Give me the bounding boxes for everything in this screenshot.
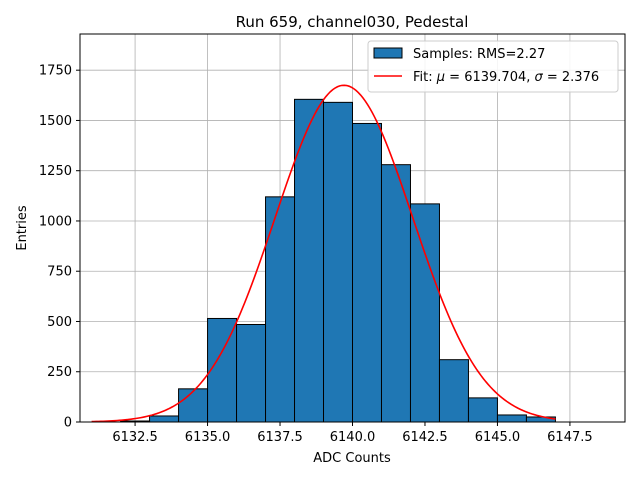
histogram-bar: [496, 414, 527, 423]
y-tick-label: 0: [64, 416, 72, 431]
x-tick-label: 6145.0: [475, 430, 521, 445]
histogram-bar: [467, 397, 498, 423]
x-tick-label: 6147.5: [547, 430, 593, 445]
fit-curve: [91, 84, 556, 423]
y-axis-label: Entries: [15, 205, 30, 251]
y-tick-label: 250: [47, 365, 72, 380]
y-tick-label: 750: [47, 265, 72, 280]
x-tick-label: 6140.0: [330, 430, 376, 445]
chart-title: Run 659, channel030, Pedestal: [236, 13, 469, 31]
x-tick-label: 6135.0: [185, 430, 231, 445]
histogram-bar: [380, 164, 411, 423]
legend-histogram-swatch: [373, 47, 403, 59]
histogram-bar: [323, 101, 354, 423]
histogram-bar: [409, 203, 440, 423]
x-tick-label: 6132.5: [112, 430, 158, 445]
y-tick-label: 500: [47, 315, 72, 330]
histogram-bar: [352, 122, 382, 423]
legend-histogram-label: Samples: RMS=2.27: [413, 47, 545, 62]
y-tick-label: 1750: [39, 64, 72, 79]
x-tick-label: 6142.5: [402, 430, 448, 445]
histogram-bar: [178, 388, 209, 423]
legend-fit-label: Fit: μ = 6139.704, σ = 2.376: [413, 70, 599, 85]
x-axis-label: ADC Counts: [313, 451, 391, 466]
legend: Samples: RMS=2.27 Fit: μ = 6139.704, σ =…: [367, 40, 619, 93]
x-ticks: 6132.5 6135.0 6137.5 6140.0 6142.5 6145.0 6147…: [112, 422, 593, 445]
y-ticks: 0 250 500 750 1000 1250 1500 1750: [39, 64, 80, 431]
bars: [120, 98, 556, 423]
y-tick-label: 1000: [39, 214, 72, 229]
histogram-bar: [207, 317, 238, 423]
histogram-bar: [294, 98, 325, 423]
x-tick-label: 6137.5: [257, 430, 303, 445]
y-tick-label: 1500: [39, 114, 72, 129]
y-tick-label: 1250: [39, 164, 72, 179]
histogram-bar: [236, 323, 267, 423]
legend-box: [367, 40, 619, 93]
histogram-bar: [149, 415, 180, 423]
histogram-bar: [438, 359, 469, 423]
